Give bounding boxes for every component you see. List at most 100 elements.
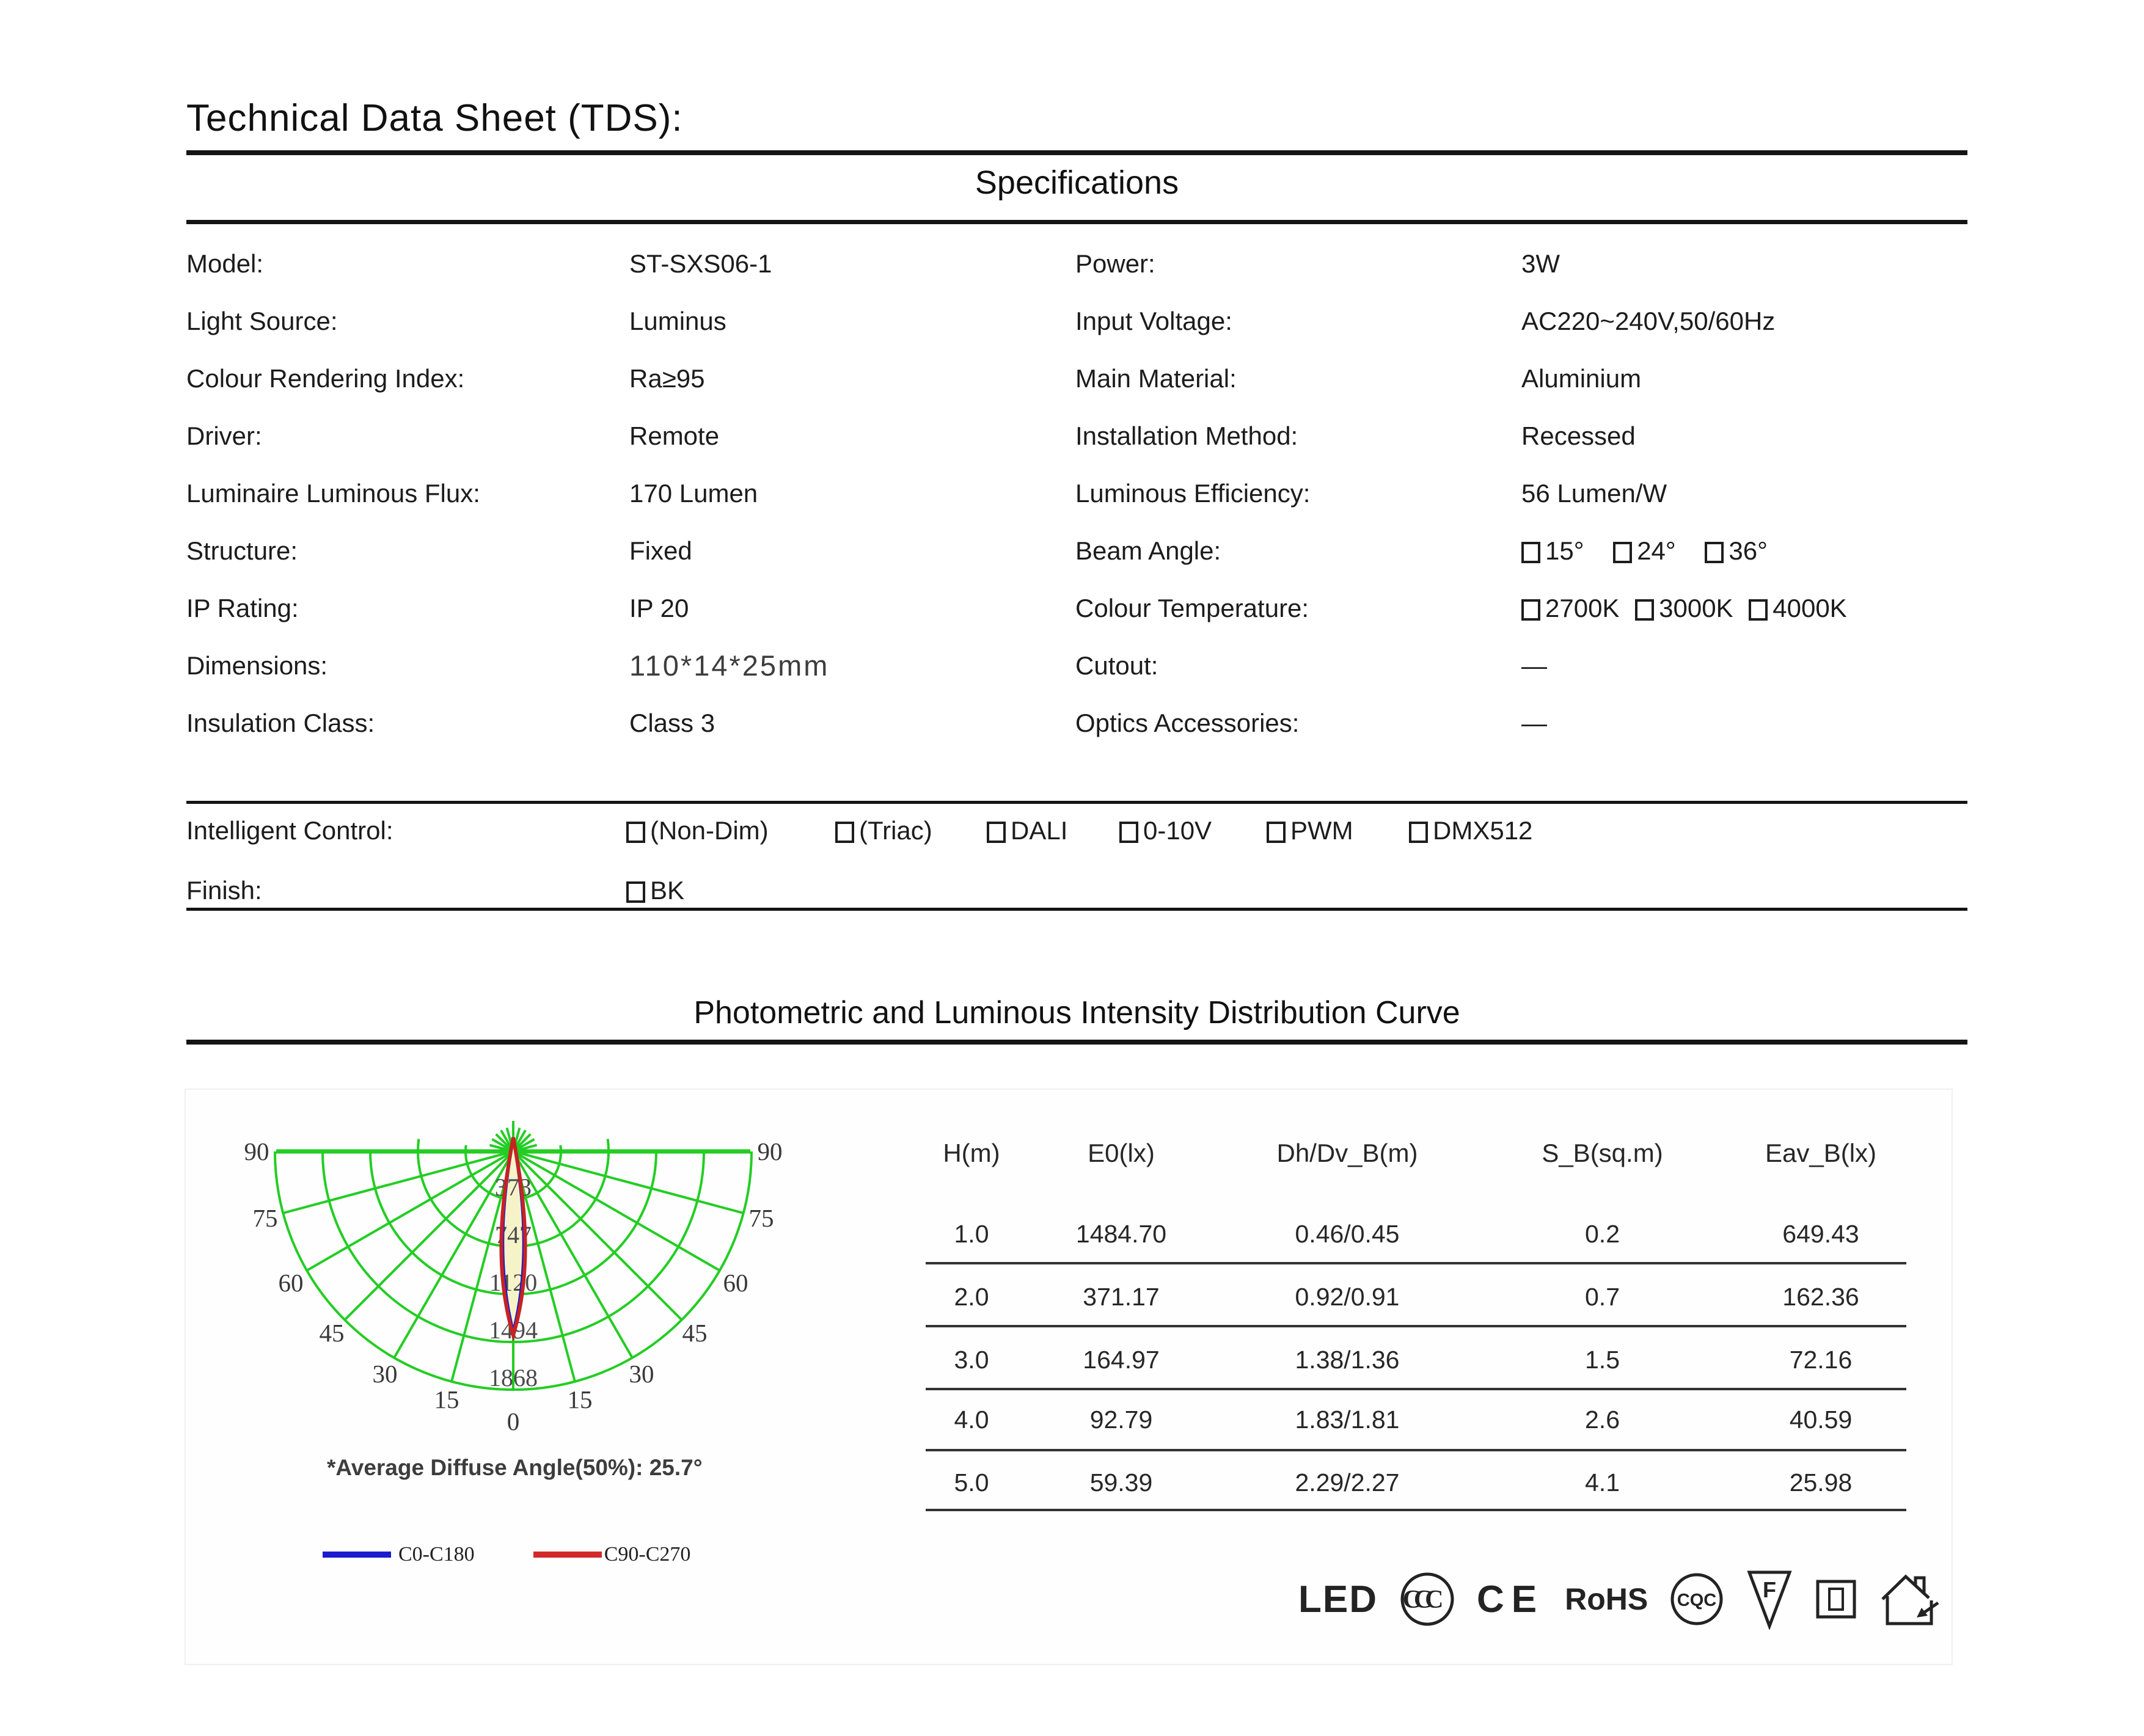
divider <box>186 801 1967 804</box>
cell: 40.59 <box>1789 1406 1853 1434</box>
non-dim-checkbox[interactable] <box>626 822 645 843</box>
cell: 2.29/2.27 <box>1295 1468 1400 1497</box>
divider <box>186 150 1967 155</box>
spec-value: ST-SXS06-1 <box>629 249 772 278</box>
triac-checkbox[interactable] <box>835 822 854 843</box>
spec-value: Fixed <box>629 536 692 565</box>
cell: 371.17 <box>1083 1283 1160 1311</box>
table-divider <box>926 1325 1906 1327</box>
spec-label: Luminaire Luminous Flux: <box>186 479 480 508</box>
radial-tick: 373 <box>495 1173 532 1201</box>
cell: 0.7 <box>1585 1283 1620 1311</box>
cell: 59.39 <box>1089 1468 1153 1497</box>
beam-angle-36-checkbox[interactable] <box>1705 542 1724 563</box>
control-option-label: DALI <box>1011 816 1068 845</box>
angle-label: 60 <box>279 1269 304 1297</box>
photometric-heading: Photometric and Luminous Intensity Distr… <box>693 995 1460 1030</box>
0-10v-checkbox[interactable] <box>1119 822 1138 843</box>
colour-temp-4000k-checkbox[interactable] <box>1749 599 1768 621</box>
table-row: 3.0 164.97 1.38/1.36 1.5 72.16 <box>926 1342 1906 1377</box>
spec-value: AC220~240V,50/60Hz <box>1521 307 1776 335</box>
spec-row-insulation: Insulation Class: Class 3 Optics Accesso… <box>0 705 2144 744</box>
column-header: Dh/Dv_B(m) <box>1276 1139 1418 1167</box>
spec-row-driver: Driver: Remote Installation Method: Rece… <box>0 418 2144 457</box>
legend-item-c90-c270: C90-C270 <box>533 1543 690 1566</box>
intelligent-control-row: Intelligent Control: (Non-Dim) (Triac) D… <box>0 812 2144 852</box>
bk-checkbox[interactable] <box>626 881 645 903</box>
polar-grid <box>274 1121 753 1391</box>
colour-temp-option-label: 2700K <box>1545 594 1620 622</box>
finish-label: Finish: <box>186 876 262 905</box>
spec-label: Power: <box>1075 249 1155 278</box>
cell: 4.1 <box>1585 1468 1620 1497</box>
spec-value: — <box>1521 651 1547 680</box>
spec-label: Luminous Efficiency: <box>1075 479 1311 508</box>
spec-row-light-source: Light Source: Luminus Input Voltage: AC2… <box>0 303 2144 342</box>
colour-temp-2700k-checkbox[interactable] <box>1521 599 1540 621</box>
control-option-label: (Triac) <box>859 816 932 845</box>
beam-angle-15-checkbox[interactable] <box>1521 542 1540 563</box>
cell: 3.0 <box>954 1346 989 1374</box>
f-triangle-mark-icon: F <box>1747 1570 1792 1630</box>
beam-angle-option-label: 15° <box>1545 536 1584 565</box>
cell: 0.2 <box>1585 1220 1620 1248</box>
table-row: 5.0 59.39 2.29/2.27 4.1 25.98 <box>926 1465 1906 1500</box>
divider <box>186 908 1967 911</box>
specifications-heading: Specifications <box>975 164 1179 201</box>
angle-label: 0 <box>507 1407 520 1435</box>
indoor-use-house-icon <box>1881 1574 1939 1625</box>
class-ii-mark-icon <box>1816 1580 1856 1619</box>
radial-tick: 1120 <box>489 1269 538 1296</box>
page-title: Technical Data Sheet (TDS): <box>186 97 683 139</box>
column-header: E0(lx) <box>1088 1139 1155 1167</box>
control-option-label: DMX512 <box>1433 816 1533 845</box>
table-header-row: H(m) E0(lx) Dh/Dv_B(m) S_B(sq.m) Eav_B(l… <box>926 1136 1906 1171</box>
cqc-text: CQC <box>1677 1591 1717 1610</box>
beam-angle-option-label: 24° <box>1637 536 1676 565</box>
pwm-checkbox[interactable] <box>1267 822 1286 843</box>
table-row: 4.0 92.79 1.83/1.81 2.6 40.59 <box>926 1402 1906 1437</box>
spec-label: Cutout: <box>1075 651 1158 680</box>
led-mark-icon: LED <box>1298 1578 1378 1621</box>
colour-temp-3000k-checkbox[interactable] <box>1635 599 1655 621</box>
blue-line-swatch-icon <box>323 1552 391 1558</box>
cell: 0.92/0.91 <box>1295 1283 1400 1311</box>
beam-angle-24-checkbox[interactable] <box>1613 542 1633 563</box>
dmx512-checkbox[interactable] <box>1409 822 1428 843</box>
cell: 162.36 <box>1782 1283 1859 1311</box>
legend-item-c0-c180: C0-C180 <box>323 1543 475 1566</box>
spec-value: Ra≥95 <box>629 364 705 393</box>
finish-option-label: BK <box>650 876 685 905</box>
c90-c270-curve <box>499 1137 527 1342</box>
spec-value: 110*14*25mm <box>629 649 830 682</box>
spec-label: Beam Angle: <box>1075 536 1221 565</box>
spec-value: IP 20 <box>629 594 689 622</box>
angle-label: 60 <box>723 1269 748 1297</box>
cell: 1.5 <box>1585 1346 1620 1374</box>
cell: 1.38/1.36 <box>1295 1346 1400 1374</box>
f-text: F <box>1763 1577 1776 1602</box>
angle-label: 15 <box>434 1385 459 1413</box>
cell: 1.0 <box>954 1220 989 1248</box>
radial-tick: 1868 <box>489 1364 538 1391</box>
ce-mark-icon: CE <box>1477 1578 1545 1621</box>
table-divider <box>926 1388 1906 1390</box>
table-divider <box>926 1509 1906 1511</box>
cqc-mark-icon: CQC <box>1670 1573 1723 1625</box>
spec-value: Remote <box>629 421 720 450</box>
spec-label: Model: <box>186 249 264 278</box>
spec-row-model: Model: ST-SXS06-1 Power: 3W <box>0 246 2144 285</box>
table-divider <box>926 1449 1906 1451</box>
spec-label: Driver: <box>186 421 262 450</box>
spec-label: Colour Temperature: <box>1075 594 1309 622</box>
ccc-mark-icon: CCC <box>1400 1572 1454 1626</box>
spec-row-structure: Structure: Fixed Beam Angle: 15° 24° 36° <box>0 533 2144 572</box>
cell: 1484.70 <box>1075 1220 1167 1248</box>
spec-row-ip-rating: IP Rating: IP 20 Colour Temperature: 270… <box>0 590 2144 629</box>
column-header: S_B(sq.m) <box>1542 1139 1663 1167</box>
spec-value: 56 Lumen/W <box>1521 479 1667 508</box>
rohs-mark-icon: RoHS <box>1565 1582 1648 1616</box>
cell: 2.0 <box>954 1283 989 1311</box>
cell: 1.83/1.81 <box>1295 1406 1400 1434</box>
dali-checkbox[interactable] <box>987 822 1006 843</box>
